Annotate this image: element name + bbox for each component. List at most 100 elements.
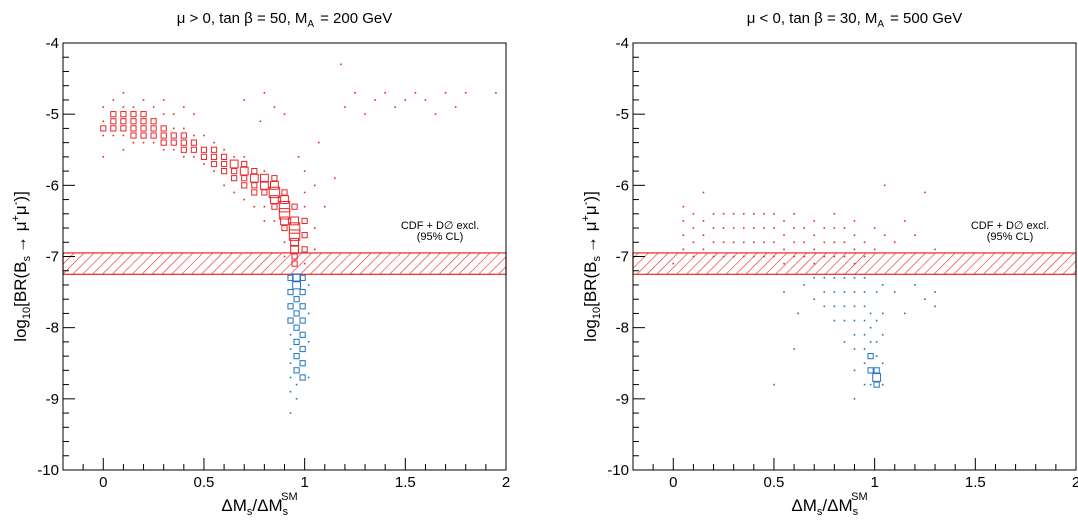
data-point <box>259 180 269 190</box>
data-point <box>773 241 775 244</box>
data-point <box>793 348 795 350</box>
data-point <box>869 341 872 343</box>
data-point <box>293 367 300 374</box>
x-tick-label: 1 <box>870 474 878 491</box>
y-tick-label: -10 <box>37 462 59 479</box>
data-point <box>273 220 276 222</box>
data-point <box>783 291 785 293</box>
data-point <box>290 237 299 247</box>
data-point <box>833 241 836 244</box>
data-point <box>203 134 205 137</box>
data-point <box>162 148 165 151</box>
data-point <box>289 390 292 393</box>
data-point <box>773 255 775 258</box>
y-tick-label: -9 <box>46 391 59 408</box>
xlabel-a-sub: s <box>817 506 823 516</box>
data-point <box>414 92 417 94</box>
data-point <box>293 338 300 345</box>
x-tick-label: 0 <box>99 474 107 491</box>
x-tick-label-text: 1.5 <box>395 474 416 491</box>
data-point <box>142 99 145 101</box>
data-point <box>287 303 294 310</box>
data-point <box>712 255 715 258</box>
data-point <box>213 141 215 144</box>
data-point <box>180 146 187 153</box>
data-point <box>243 198 246 201</box>
data-point <box>303 262 306 265</box>
data-point <box>434 113 437 115</box>
data-point <box>893 291 896 293</box>
data-point <box>303 191 306 194</box>
data-point <box>863 383 866 386</box>
data-point <box>863 241 866 244</box>
data-point <box>120 118 127 125</box>
data-point <box>384 92 386 94</box>
data-point <box>934 291 936 293</box>
data-point <box>702 234 705 236</box>
data-point <box>170 139 177 146</box>
data-point <box>130 125 137 132</box>
x-axis-label: ΔMs/ΔMsSM <box>221 491 297 516</box>
data-point <box>241 182 248 189</box>
data-point <box>268 186 281 199</box>
data-point <box>283 255 286 258</box>
data-point <box>773 383 775 386</box>
y-tick-label: -4 <box>616 35 629 52</box>
data-point <box>160 132 167 139</box>
ylabel-pre: log <box>11 319 30 342</box>
y-tick-label: -7 <box>46 249 59 266</box>
data-point <box>853 305 856 308</box>
data-point <box>883 184 886 187</box>
data-point <box>291 260 298 267</box>
data-point <box>150 125 157 132</box>
data-point <box>454 106 457 108</box>
data-point <box>273 106 276 108</box>
data-point <box>682 234 685 236</box>
data-point <box>833 277 836 279</box>
data-point <box>287 317 294 324</box>
data-point <box>763 255 765 258</box>
data-point <box>803 241 805 244</box>
data-point <box>223 148 225 151</box>
y-tick-label: -8 <box>616 320 629 337</box>
y-tick-label-text: -8 <box>46 320 59 337</box>
y-tick-label: -6 <box>616 177 629 194</box>
data-point <box>162 113 165 115</box>
ylabel-sup1: + <box>10 215 22 221</box>
x-tick-label-text: 0 <box>99 474 107 491</box>
xlabel-b-sup: SM <box>281 491 298 503</box>
data-point <box>122 148 125 151</box>
data-point <box>259 120 262 123</box>
y-tick-label: -8 <box>46 320 59 337</box>
x-tick-label: 0 <box>669 474 677 491</box>
data-point <box>102 156 105 158</box>
data-point <box>301 217 308 225</box>
band-label-line2-text: (95% CL) <box>417 231 463 243</box>
y-tick-label: -5 <box>46 106 59 123</box>
data-point <box>783 262 785 265</box>
data-point <box>875 291 878 293</box>
data-point <box>833 255 836 258</box>
data-point <box>732 227 735 229</box>
data-point <box>873 381 880 388</box>
x-tick-label: 2 <box>1072 474 1078 491</box>
data-point <box>241 175 248 182</box>
data-point <box>223 184 225 187</box>
data-point <box>190 139 197 146</box>
data-point <box>132 106 135 108</box>
data-point <box>867 353 874 360</box>
data-point <box>140 125 147 132</box>
x-tick-label-text: 1.5 <box>965 474 986 491</box>
data-point <box>863 305 866 308</box>
data-point <box>853 234 856 236</box>
data-point <box>853 248 856 251</box>
data-point <box>210 153 218 160</box>
data-point <box>112 134 115 137</box>
y-tick-label: -10 <box>607 462 629 479</box>
data-point <box>732 213 735 215</box>
data-point <box>753 227 755 229</box>
data-point <box>220 160 228 168</box>
data-point <box>289 362 292 365</box>
ylabel-arrow: → μ <box>11 221 30 253</box>
data-point <box>220 168 228 175</box>
